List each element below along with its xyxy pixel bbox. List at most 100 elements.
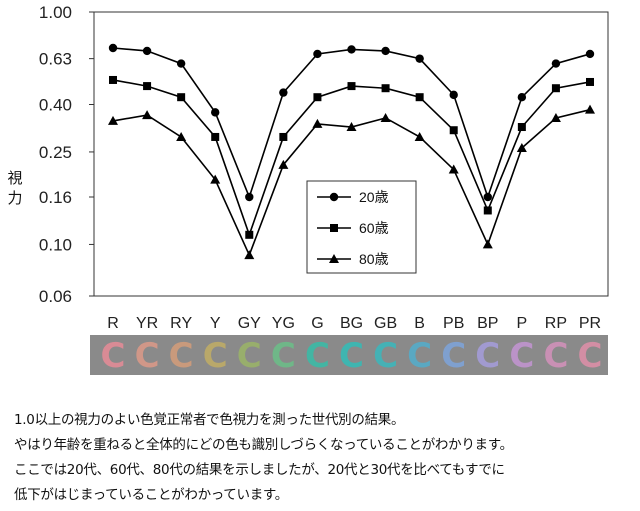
x-tick-label: RY (170, 315, 192, 332)
data-point-square (177, 93, 186, 102)
data-point-circle (381, 46, 390, 56)
x-tick-label: Y (210, 315, 221, 332)
data-point-square (586, 77, 594, 86)
data-point-circle (279, 88, 288, 97)
data-point-square (449, 126, 458, 135)
color-swatch-g: C (305, 336, 330, 376)
caption-line-1: 1.0以上の視力のよい色覚正常者で色視力を測った世代別の結果。 (14, 412, 405, 428)
data-point-square (109, 75, 117, 84)
data-point-square (551, 84, 560, 93)
x-tick-label: PB (443, 315, 464, 332)
color-swatch-rp: C (543, 336, 568, 376)
y-tick-label: 1.00 (39, 3, 72, 22)
caption-line-3: ここでは20代、60代、80代の結果を示しましたが、20代と30代を比べてもすで… (14, 462, 505, 478)
data-point-square (313, 93, 322, 102)
color-swatch-b: C (407, 336, 432, 376)
y-axis-label-char: 力 (7, 189, 22, 207)
y-tick-label: 0.06 (39, 287, 72, 306)
data-point-triangle (482, 239, 493, 249)
x-tick-label: P (517, 315, 528, 332)
data-point-square (517, 123, 526, 132)
x-tick-label: GY (238, 315, 261, 332)
data-point-triangle (142, 110, 153, 120)
data-point-triangle (244, 250, 255, 260)
data-point-triangle (550, 112, 561, 122)
data-point-square (143, 82, 152, 91)
color-swatch-gy: C (237, 336, 262, 376)
series-1 (108, 43, 595, 202)
x-tick-label: BP (477, 315, 498, 332)
x-tick-label: GB (374, 315, 397, 332)
data-point-circle (245, 192, 254, 202)
y-tick-label: 0.16 (39, 188, 72, 207)
plot-frame (93, 11, 609, 297)
data-point-triangle (380, 112, 391, 122)
data-point-circle (585, 49, 595, 59)
legend-marker-circle (329, 192, 339, 202)
color-swatch-yr: C (135, 336, 160, 376)
data-point-triangle (312, 118, 323, 128)
legend-marker-triangle (329, 254, 339, 263)
color-swatch-ry: C (169, 336, 194, 376)
x-ticks: R YR RY Y GY YG G BG GB B PB BP P RP PR (107, 315, 601, 332)
color-swatch-pb: C (441, 336, 466, 376)
data-point-square (211, 132, 220, 141)
swatch-strip-background (90, 335, 608, 375)
color-swatch-p: C (509, 336, 534, 376)
data-point-circle (517, 92, 527, 102)
y-tick-label: 0.40 (39, 95, 72, 114)
caption-line-4: 低下がはじまっていることがわかっています。 (14, 487, 288, 503)
color-swatch-pr: C (578, 336, 603, 376)
data-point-circle (176, 59, 186, 68)
x-tick-label: RP (545, 315, 567, 332)
data-point-square (415, 93, 424, 102)
data-point-square (483, 206, 492, 215)
data-point-triangle (210, 174, 221, 184)
series-layer (108, 43, 595, 260)
caption: 1.0以上の視力のよい色覚正常者で色視力を測った世代別の結果。 やはり年齢を重ね… (14, 408, 634, 508)
data-point-circle (347, 45, 356, 54)
x-tick-label: BG (340, 315, 363, 332)
x-tick-label: B (414, 315, 425, 332)
data-point-circle (142, 46, 152, 56)
color-swatch-y: C (203, 336, 228, 376)
x-tick-label: YR (136, 315, 158, 332)
data-point-triangle (585, 104, 595, 114)
x-tick-label: R (107, 315, 119, 332)
data-point-circle (483, 192, 492, 202)
legend-label: 80歳 (359, 251, 389, 267)
chart: 視力 1.00 0.63 0.40 0.25 0.16 0.10 0.06 20歳 60歳 80… (7, 3, 609, 376)
data-point-square (279, 132, 288, 141)
data-point-triangle (448, 164, 459, 174)
data-point-circle (449, 90, 458, 100)
data-point-triangle (108, 115, 118, 125)
y-tick-label: 0.10 (39, 235, 72, 254)
data-point-square (245, 230, 254, 239)
legend-marker-square (330, 224, 338, 232)
legend-label: 60歳 (359, 220, 389, 236)
data-point-triangle (516, 142, 527, 152)
color-swatch-bg: C (339, 336, 364, 376)
series-3 (108, 104, 595, 260)
y-tick-label: 0.25 (39, 143, 72, 162)
data-point-circle (313, 49, 322, 59)
x-tick-label: G (311, 315, 323, 332)
data-point-triangle (176, 131, 187, 141)
y-ticks: 1.00 0.63 0.40 0.25 0.16 0.10 0.06 (39, 3, 94, 306)
y-axis-label-char: 視 (7, 169, 22, 187)
caption-line-2: やはり年齢を重ねると全体的にどの色も識別しづらくなっていることがわかります。 (14, 437, 513, 453)
data-point-triangle (414, 131, 425, 141)
series-2 (109, 75, 594, 239)
color-swatch-yg: C (271, 336, 296, 376)
x-tick-label: YG (272, 315, 295, 332)
data-point-circle (108, 43, 118, 53)
color-swatch-gb: C (373, 336, 398, 376)
y-tick-label: 0.63 (39, 50, 72, 69)
y-axis-label: 視力 (7, 169, 22, 207)
legend: 20歳 60歳 80歳 (306, 180, 417, 274)
data-point-triangle (346, 122, 357, 132)
x-tick-label: PR (579, 315, 601, 332)
color-swatch-bp: C (475, 336, 500, 376)
legend-label: 20歳 (359, 189, 389, 205)
